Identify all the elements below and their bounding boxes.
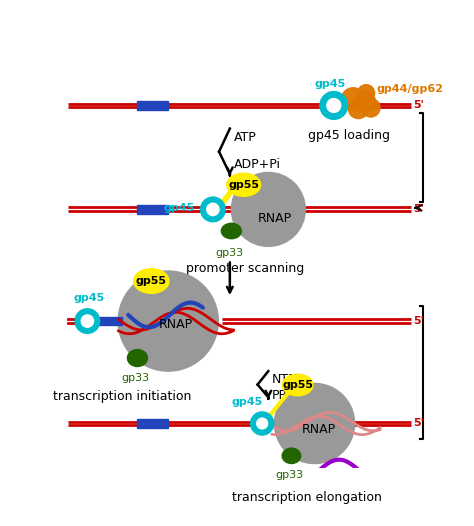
Circle shape: [320, 92, 347, 119]
Bar: [91, 317, 122, 325]
Text: gp33: gp33: [276, 470, 304, 480]
Text: 5': 5': [413, 419, 424, 429]
Text: RNAP: RNAP: [301, 423, 336, 436]
Ellipse shape: [128, 350, 147, 367]
Circle shape: [231, 173, 305, 246]
Text: gp45: gp45: [314, 79, 346, 89]
Text: RNAP: RNAP: [257, 212, 292, 225]
Ellipse shape: [282, 448, 301, 463]
Circle shape: [81, 315, 93, 327]
Ellipse shape: [221, 223, 241, 239]
Text: gp55: gp55: [136, 276, 167, 286]
Text: 5': 5': [413, 316, 424, 326]
Text: PPi: PPi: [272, 389, 291, 402]
Circle shape: [201, 197, 225, 222]
Text: gp55: gp55: [282, 380, 313, 390]
Ellipse shape: [227, 173, 261, 196]
Text: gp55: gp55: [228, 180, 259, 190]
Text: gp33: gp33: [216, 248, 244, 258]
Text: gp45: gp45: [163, 203, 194, 213]
Circle shape: [251, 412, 273, 435]
Text: NTP: NTP: [272, 373, 297, 387]
Text: ADP+Pi: ADP+Pi: [234, 158, 281, 171]
Circle shape: [118, 271, 219, 371]
Text: gp45 loading: gp45 loading: [308, 128, 390, 141]
Circle shape: [75, 309, 100, 333]
Ellipse shape: [282, 374, 313, 396]
Ellipse shape: [134, 269, 169, 294]
Circle shape: [327, 98, 341, 113]
Text: transcription elongation: transcription elongation: [232, 491, 382, 504]
Text: RNAP: RNAP: [159, 318, 193, 331]
Circle shape: [341, 88, 365, 111]
Bar: [137, 101, 168, 110]
Text: gp45: gp45: [231, 397, 263, 407]
Text: gp45: gp45: [73, 292, 105, 302]
Circle shape: [348, 98, 368, 118]
Circle shape: [358, 85, 374, 102]
Text: gp44/gp62: gp44/gp62: [376, 84, 443, 94]
Text: 5': 5': [413, 205, 424, 215]
Circle shape: [362, 98, 380, 117]
Text: promoter scanning: promoter scanning: [186, 262, 304, 275]
Text: gp33: gp33: [122, 373, 150, 383]
Circle shape: [257, 418, 267, 429]
Circle shape: [274, 383, 355, 463]
Circle shape: [207, 203, 219, 216]
Circle shape: [354, 91, 375, 113]
Text: ATP: ATP: [234, 131, 256, 144]
Bar: [137, 419, 168, 428]
Text: transcription initiation: transcription initiation: [53, 390, 191, 403]
Bar: [137, 205, 168, 214]
Text: 5': 5': [413, 100, 424, 110]
